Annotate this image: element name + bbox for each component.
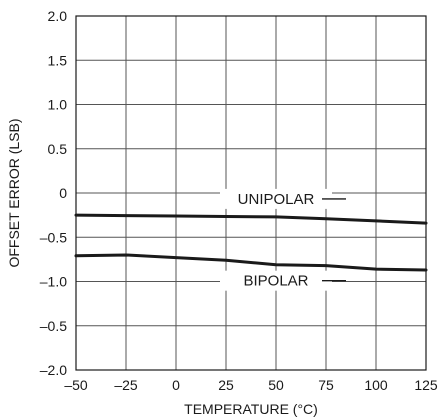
- x-tick-label: 0: [172, 377, 180, 393]
- series-line-unipolar: [74, 213, 428, 225]
- annotations: UNIPOLAR BIPOLAR: [220, 188, 346, 291]
- x-tick-label: –25: [114, 377, 138, 393]
- y-tick-label: 0: [59, 185, 67, 201]
- x-tick-label: 100: [364, 377, 388, 393]
- y-tick-label: –1.0: [40, 274, 67, 290]
- x-tick-label: 25: [218, 377, 234, 393]
- x-tick-label: 75: [318, 377, 334, 393]
- series-lines: [74, 213, 428, 272]
- annotation-label: BIPOLAR: [243, 273, 308, 290]
- y-tick-label: –0.5: [40, 229, 67, 245]
- plot-frame: [75, 15, 427, 371]
- annotation-mask: [220, 270, 332, 291]
- annotation-bipolar: BIPOLAR: [220, 270, 346, 291]
- x-tick-labels: –50 –25 0 25 50 75 100 125: [64, 377, 438, 393]
- x-axis-title: TEMPERATURE (°C): [184, 401, 318, 417]
- y-axis-title: OFFSET ERROR (LSB): [6, 118, 22, 267]
- annotation-label: UNIPOLAR: [238, 191, 315, 208]
- y-tick-label: 0.5: [48, 141, 68, 157]
- y-tick-label: 2.0: [48, 8, 68, 24]
- y-tick-label: –0.5: [40, 318, 67, 334]
- annotation-mask: [220, 188, 332, 209]
- x-tick-label: 50: [268, 377, 284, 393]
- annotation-unipolar: UNIPOLAR: [220, 188, 346, 209]
- y-tick-label: 1.5: [48, 52, 68, 68]
- x-tick-label: 125: [414, 377, 438, 393]
- y-tick-labels: 2.0 1.5 1.0 0.5 0 –0.5 –1.0 –0.5 –2.0: [40, 8, 67, 378]
- x-tick-label: –50: [64, 377, 88, 393]
- y-tick-label: –2.0: [40, 362, 67, 378]
- series-line-bipolar: [74, 253, 428, 272]
- y-tick-label: 1.0: [48, 97, 68, 113]
